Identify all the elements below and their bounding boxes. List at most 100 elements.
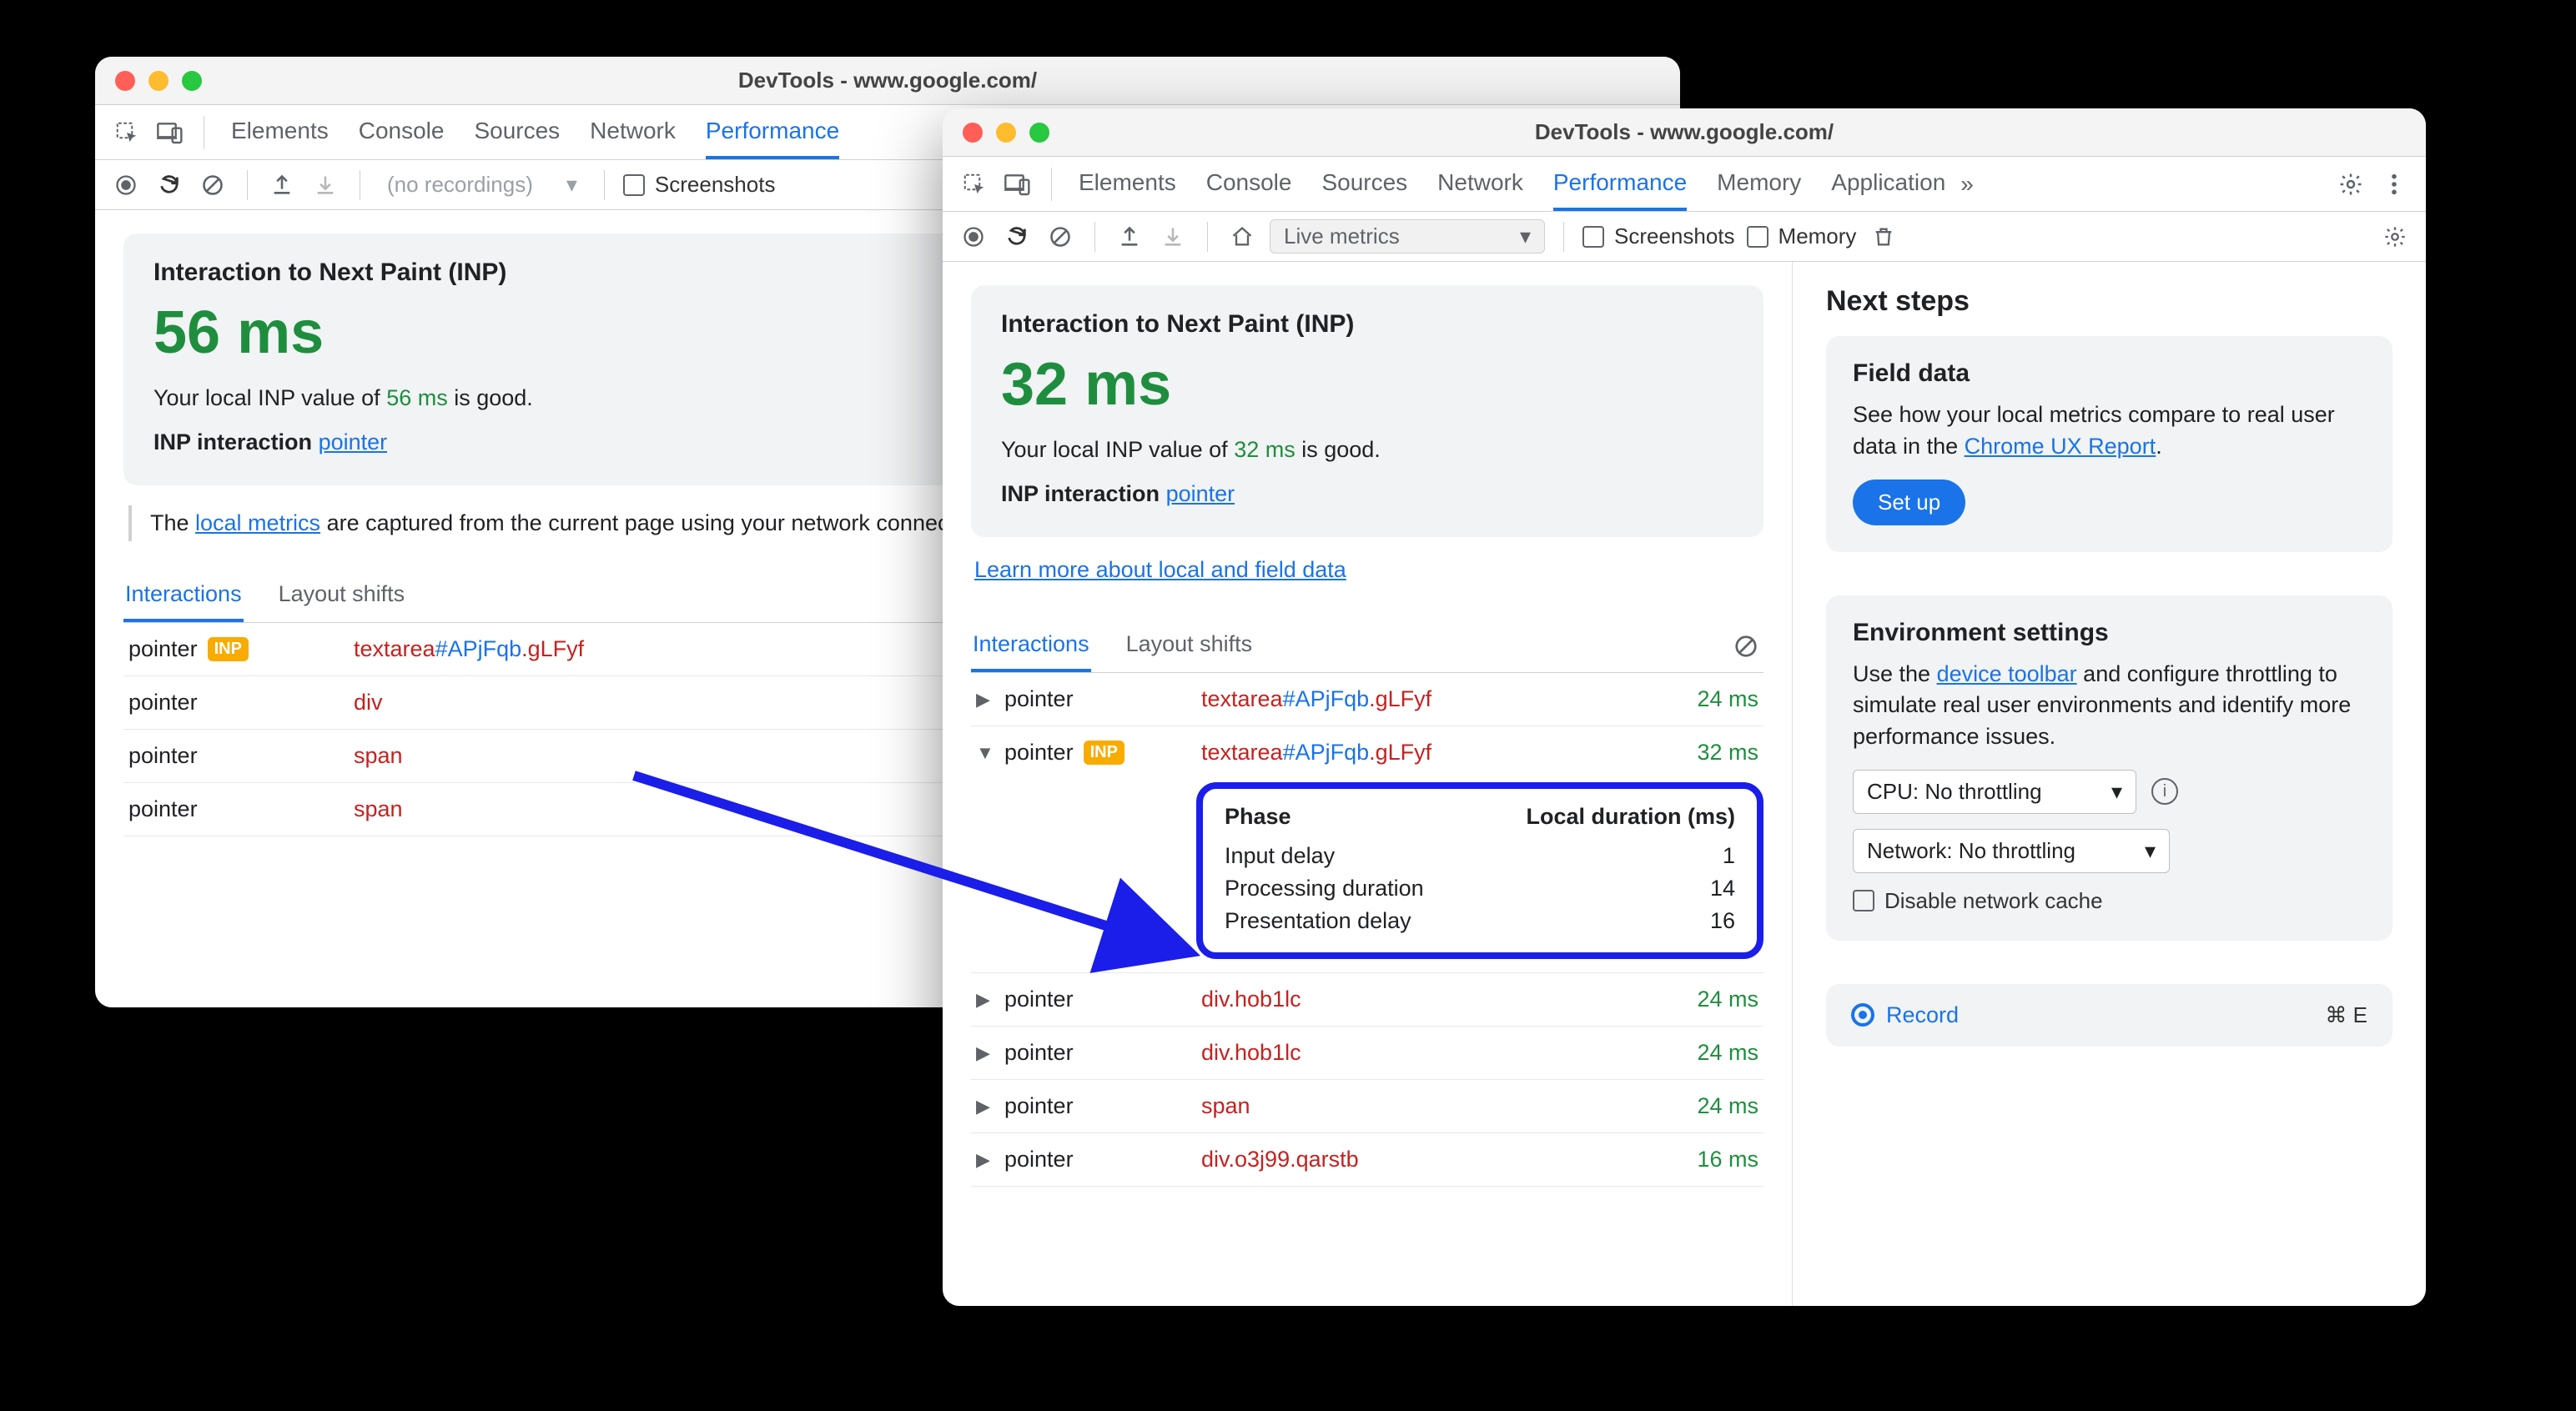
gc-icon[interactable] bbox=[1868, 221, 1899, 253]
subtabs: Interactions Layout shifts bbox=[971, 620, 1763, 673]
inspect-icon[interactable] bbox=[956, 166, 993, 203]
tab-elements[interactable]: Elements bbox=[1079, 157, 1176, 211]
chevron-down-icon: ▾ bbox=[566, 172, 577, 198]
clear-list-icon[interactable] bbox=[1728, 629, 1763, 664]
divider bbox=[1051, 168, 1052, 201]
maximize-icon[interactable] bbox=[182, 71, 202, 91]
traffic-lights bbox=[943, 123, 1049, 143]
interaction-row[interactable]: ▶pointer div.hob1lc 24 ms bbox=[971, 973, 1763, 1027]
crux-report-link[interactable]: Chrome UX Report bbox=[1965, 434, 2156, 459]
inp-interaction-link[interactable]: pointer bbox=[1166, 481, 1235, 506]
disclosure-icon[interactable]: ▼ bbox=[976, 742, 994, 764]
menu-kebab-icon[interactable] bbox=[2376, 166, 2412, 203]
disable-cache-input[interactable] bbox=[1853, 890, 1874, 911]
upload-icon[interactable] bbox=[1114, 221, 1145, 253]
memory-checkbox[interactable]: Memory bbox=[1747, 223, 1857, 249]
tab-console[interactable]: Console bbox=[1206, 157, 1292, 211]
device-toolbar-link[interactable]: device toolbar bbox=[1937, 661, 2077, 686]
tab-elements[interactable]: Elements bbox=[231, 105, 329, 159]
inp-heading: Interaction to Next Paint (INP) bbox=[1001, 310, 1733, 339]
set-up-button[interactable]: Set up bbox=[1853, 480, 1965, 525]
devtools-tabbar: Elements Console Sources Network Perform… bbox=[943, 157, 2426, 212]
subtab-interactions[interactable]: Interactions bbox=[123, 570, 244, 622]
device-toolbar-icon[interactable] bbox=[999, 166, 1036, 203]
download-icon[interactable] bbox=[1157, 221, 1189, 253]
clear-icon[interactable] bbox=[1044, 221, 1076, 253]
inp-badge: INP bbox=[1084, 741, 1124, 765]
next-steps-section: Next steps Field data See how your local… bbox=[1826, 285, 2392, 552]
disclosure-icon[interactable]: ▶ bbox=[976, 1149, 994, 1171]
tab-sources[interactable]: Sources bbox=[1321, 157, 1407, 211]
inp-description: Your local INP value of 32 ms is good. bbox=[1001, 435, 1733, 464]
tab-performance[interactable]: Performance bbox=[1553, 157, 1687, 211]
screenshots-checkbox[interactable]: Screenshots bbox=[1582, 223, 1735, 249]
inspect-icon[interactable] bbox=[108, 114, 145, 151]
inp-interaction-link[interactable]: pointer bbox=[319, 429, 388, 454]
chevron-down-icon: ▾ bbox=[1520, 223, 1531, 249]
panel-tabs: Elements Console Sources Network Perform… bbox=[231, 105, 839, 159]
interaction-row[interactable]: ▶pointer textarea#APjFqb.gLFyf 24 ms bbox=[971, 673, 1763, 726]
clear-icon[interactable] bbox=[197, 169, 229, 201]
interaction-row-expanded[interactable]: ▼pointerINP textarea#APjFqb.gLFyf 32 ms bbox=[971, 726, 1763, 779]
device-toolbar-icon[interactable] bbox=[152, 114, 189, 151]
home-icon[interactable] bbox=[1226, 221, 1258, 253]
tab-network[interactable]: Network bbox=[1437, 157, 1523, 211]
disclosure-icon[interactable]: ▶ bbox=[976, 989, 994, 1011]
tab-sources[interactable]: Sources bbox=[474, 105, 560, 159]
disable-cache-checkbox[interactable]: Disable network cache bbox=[1853, 888, 2366, 914]
field-data-title: Field data bbox=[1853, 359, 2366, 388]
reload-icon[interactable] bbox=[153, 169, 185, 201]
record-icon[interactable] bbox=[110, 169, 142, 201]
window-title: DevTools - www.google.com/ bbox=[95, 68, 1680, 93]
network-throttling-select[interactable]: Network: No throttling▾ bbox=[1853, 829, 2170, 873]
divider bbox=[1207, 222, 1208, 252]
screenshots-checkbox-input[interactable] bbox=[623, 174, 645, 196]
tab-application[interactable]: Application bbox=[1831, 157, 1945, 211]
settings-icon[interactable] bbox=[2332, 166, 2369, 203]
cpu-throttling-select[interactable]: CPU: No throttling▾ bbox=[1853, 770, 2136, 814]
field-data-card: Field data See how your local metrics co… bbox=[1826, 336, 2392, 552]
minimize-icon[interactable] bbox=[148, 71, 169, 91]
reload-icon[interactable] bbox=[1001, 221, 1033, 253]
recordings-placeholder: (no recordings) bbox=[387, 172, 533, 198]
divider bbox=[247, 170, 248, 200]
download-icon[interactable] bbox=[309, 169, 341, 201]
tab-memory[interactable]: Memory bbox=[1717, 157, 1801, 211]
subtab-layout-shifts[interactable]: Layout shifts bbox=[277, 570, 407, 622]
divider bbox=[1094, 222, 1095, 252]
tab-console[interactable]: Console bbox=[359, 105, 445, 159]
disclosure-icon[interactable]: ▶ bbox=[976, 689, 994, 711]
interaction-row[interactable]: ▶pointer span 24 ms bbox=[971, 1080, 1763, 1133]
env-title: Environment settings bbox=[1853, 619, 2366, 647]
disclosure-icon[interactable]: ▶ bbox=[976, 1042, 994, 1064]
tab-performance[interactable]: Performance bbox=[706, 105, 839, 159]
local-metrics-link[interactable]: local metrics bbox=[195, 510, 320, 535]
minimize-icon[interactable] bbox=[996, 123, 1016, 143]
info-icon[interactable]: i bbox=[2151, 778, 2178, 805]
tab-network[interactable]: Network bbox=[590, 105, 676, 159]
upload-icon[interactable] bbox=[266, 169, 298, 201]
interaction-row[interactable]: ▶pointer div.hob1lc 24 ms bbox=[971, 1027, 1763, 1080]
close-icon[interactable] bbox=[963, 123, 983, 143]
disclosure-icon[interactable]: ▶ bbox=[976, 1096, 994, 1117]
record-shortcut: ⌘ E bbox=[2325, 1002, 2367, 1028]
learn-more-link[interactable]: Learn more about local and field data bbox=[974, 557, 1763, 583]
recordings-select[interactable]: (no recordings) ▾ bbox=[379, 172, 586, 198]
interaction-row[interactable]: ▶pointer div.o3j99.qarstb 16 ms bbox=[971, 1133, 1763, 1187]
record-label: Record bbox=[1886, 1002, 1959, 1028]
close-icon[interactable] bbox=[115, 71, 135, 91]
screenshots-checkbox[interactable]: Screenshots bbox=[623, 172, 776, 198]
memory-checkbox-input[interactable] bbox=[1747, 226, 1768, 248]
titlebar: DevTools - www.google.com/ bbox=[943, 108, 2426, 157]
inp-value: 32 ms bbox=[1001, 350, 1733, 419]
more-tabs-icon[interactable]: » bbox=[1952, 171, 1982, 198]
subtab-interactions[interactable]: Interactions bbox=[971, 620, 1091, 672]
next-steps-sidebar: Next steps Field data See how your local… bbox=[1792, 262, 2426, 1306]
settings-icon[interactable] bbox=[2379, 221, 2411, 253]
screenshots-checkbox-input[interactable] bbox=[1582, 226, 1604, 248]
record-icon[interactable] bbox=[958, 221, 989, 253]
record-row[interactable]: Record ⌘ E bbox=[1851, 1002, 2367, 1028]
maximize-icon[interactable] bbox=[1029, 123, 1049, 143]
subtab-layout-shifts[interactable]: Layout shifts bbox=[1124, 620, 1255, 672]
live-metrics-select[interactable]: Live metrics ▾ bbox=[1270, 219, 1545, 254]
